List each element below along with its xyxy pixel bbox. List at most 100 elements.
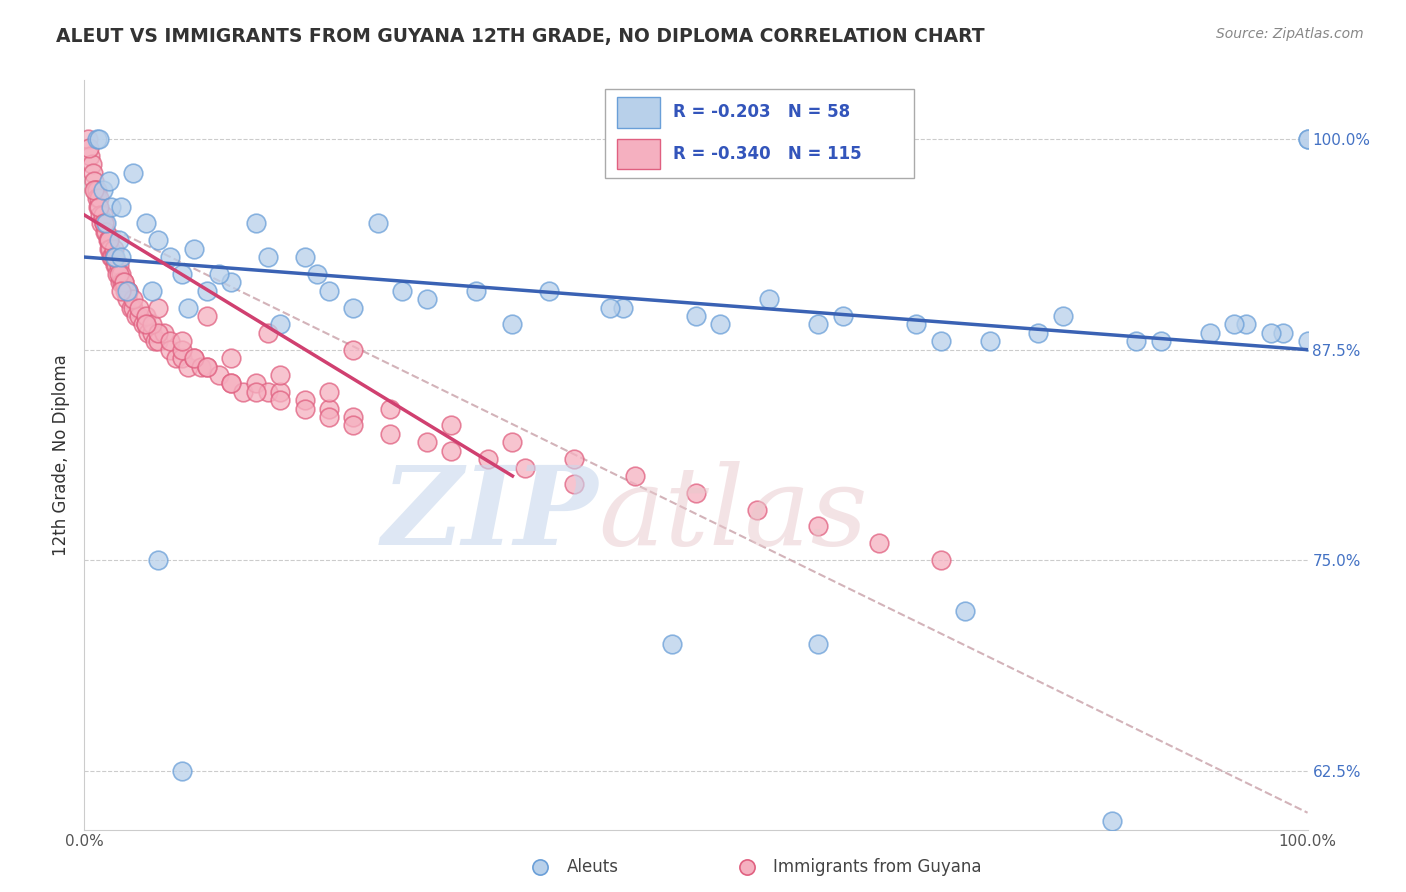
Point [135, 309, 157, 323]
Point [1052, 309, 1074, 323]
Point [172, 334, 194, 349]
Point [318, 410, 340, 425]
Point [159, 343, 181, 357]
Point [96, 225, 118, 239]
Point [1223, 318, 1246, 332]
Point [112, 276, 135, 290]
Point [269, 384, 291, 399]
Point [294, 393, 316, 408]
Point [172, 764, 194, 778]
Text: ALEUT VS IMMIGRANTS FROM GUYANA 12TH GRADE, NO DIPLOMA CORRELATION CHART: ALEUT VS IMMIGRANTS FROM GUYANA 12TH GRA… [56, 27, 984, 45]
Point [141, 326, 163, 340]
Text: ZIP: ZIP [381, 461, 598, 568]
Point [100, 250, 122, 264]
Point [342, 301, 364, 315]
Point [146, 326, 169, 340]
Point [115, 284, 138, 298]
Point [195, 359, 218, 374]
Point [380, 426, 402, 441]
Point [110, 267, 132, 281]
Point [661, 637, 683, 651]
Text: atlas: atlas [598, 461, 868, 568]
Point [136, 326, 159, 340]
Point [257, 250, 280, 264]
FancyBboxPatch shape [605, 89, 914, 178]
Point [219, 376, 242, 391]
Point [98, 242, 121, 256]
Point [1198, 326, 1220, 340]
Point [1125, 334, 1147, 349]
Point [107, 259, 129, 273]
Point [869, 536, 891, 550]
Point [141, 284, 163, 298]
Point [110, 284, 132, 298]
Point [219, 376, 242, 391]
Point [342, 410, 364, 425]
Point [120, 301, 142, 315]
Point [104, 259, 127, 273]
Point [318, 384, 340, 399]
Point [165, 351, 187, 365]
Point [1272, 326, 1295, 340]
Point [153, 326, 176, 340]
Point [146, 553, 169, 567]
Point [86, 132, 108, 146]
Point [125, 309, 148, 323]
Y-axis label: 12th Grade, No Diploma: 12th Grade, No Diploma [52, 354, 70, 556]
Point [735, 860, 758, 874]
Point [416, 435, 439, 450]
Point [100, 200, 122, 214]
Point [122, 292, 145, 306]
Text: R = -0.340   N = 115: R = -0.340 N = 115 [672, 145, 862, 163]
Text: Immigrants from Guyana: Immigrants from Guyana [773, 858, 981, 877]
Point [97, 233, 120, 247]
Point [146, 301, 169, 315]
FancyBboxPatch shape [617, 139, 661, 169]
Point [135, 318, 157, 332]
Point [183, 351, 205, 365]
Point [502, 435, 524, 450]
Point [141, 318, 163, 332]
Point [83, 174, 105, 188]
Point [195, 284, 218, 298]
Point [101, 250, 124, 264]
Point [709, 318, 731, 332]
Point [831, 309, 853, 323]
Point [96, 216, 118, 230]
Point [77, 141, 100, 155]
Point [807, 519, 830, 533]
Point [685, 309, 707, 323]
Point [135, 216, 157, 230]
Point [132, 318, 155, 332]
Point [93, 216, 115, 230]
Text: R = -0.203   N = 58: R = -0.203 N = 58 [672, 103, 849, 121]
Point [94, 225, 117, 239]
Point [93, 216, 115, 230]
Point [107, 267, 129, 281]
FancyBboxPatch shape [617, 97, 661, 128]
Point [342, 343, 364, 357]
Point [77, 132, 100, 146]
Point [87, 200, 110, 214]
Point [79, 149, 101, 163]
Point [104, 250, 127, 264]
Point [143, 334, 166, 349]
Point [269, 393, 291, 408]
Point [624, 469, 647, 483]
Point [108, 276, 131, 290]
Point [111, 276, 134, 290]
Point [190, 359, 212, 374]
Point [905, 318, 928, 332]
Point [91, 208, 114, 222]
Point [502, 318, 524, 332]
Point [122, 166, 145, 180]
Point [538, 284, 561, 298]
Point [269, 368, 291, 382]
Point [391, 284, 413, 298]
Point [464, 284, 486, 298]
Point [1028, 326, 1050, 340]
Point [110, 200, 132, 214]
Point [929, 553, 952, 567]
Point [135, 318, 157, 332]
Point [380, 401, 402, 416]
